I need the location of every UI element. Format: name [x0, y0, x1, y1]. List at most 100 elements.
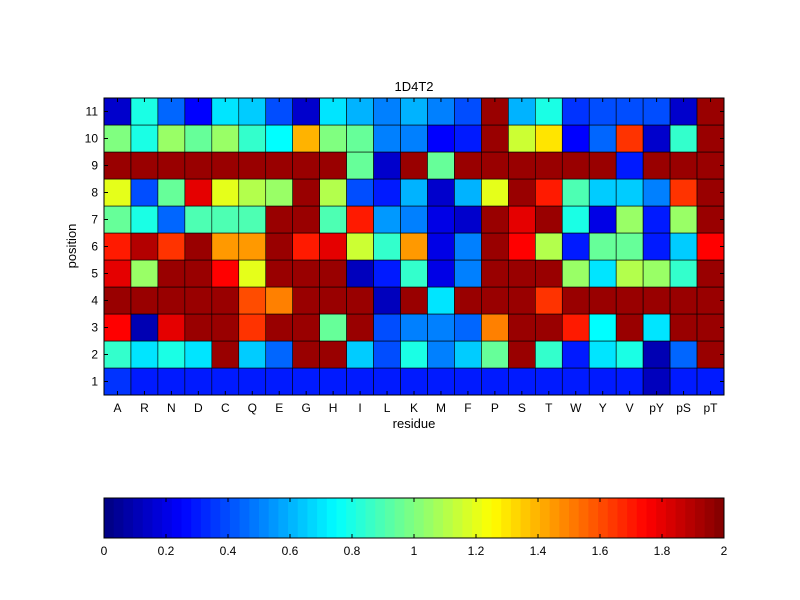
heatmap-cell — [292, 259, 320, 288]
colorbar-band — [326, 498, 337, 538]
heatmap-cell — [561, 259, 590, 288]
heatmap-cell — [184, 124, 213, 153]
colorbar-band — [113, 498, 124, 538]
heatmap-cell — [184, 313, 213, 342]
colorbar-tick-label: 0 — [101, 544, 108, 558]
colorbar-band — [346, 498, 357, 538]
heatmap-cell — [508, 205, 536, 234]
heatmap-cell — [184, 286, 213, 315]
heatmap-cell — [481, 151, 509, 180]
heatmap-cell — [669, 97, 698, 126]
heatmap-cell — [561, 124, 590, 153]
colorbar-band — [355, 498, 366, 538]
heatmap-cell — [292, 151, 320, 180]
heatmap-cell — [319, 286, 347, 315]
x-tick-label: T — [545, 401, 553, 415]
heatmap-cell — [130, 232, 159, 261]
heatmap-cell — [669, 205, 698, 234]
colorbar-band — [278, 498, 289, 538]
heatmap-cell — [238, 97, 267, 126]
heatmap-cell — [642, 286, 671, 315]
colorbar-band — [510, 498, 521, 538]
heatmap-cell — [481, 97, 509, 126]
x-tick-label: D — [194, 401, 203, 415]
heatmap-cell — [238, 124, 267, 153]
heatmap-cell — [642, 124, 671, 153]
heatmap-cell — [642, 205, 671, 234]
y-tick-label: 10 — [85, 132, 99, 146]
colorbar-band — [268, 498, 279, 538]
heatmap-cell — [481, 286, 509, 315]
colorbar: 0 0.2 0.4 0.6 0.8 1 1.2 1.4 1.6 1.8 2 — [101, 497, 728, 558]
x-tick-label: G — [302, 401, 311, 415]
heatmap-cell — [534, 205, 563, 234]
heatmap-cell — [103, 313, 132, 342]
heatmap-cell — [265, 151, 293, 180]
heatmap-cell — [669, 151, 698, 180]
heatmap-cell — [534, 259, 563, 288]
colorbar-band — [481, 498, 492, 538]
colorbar-tick-label: 1.4 — [530, 544, 547, 558]
heatmap-cell — [130, 286, 159, 315]
heatmap-cell — [103, 259, 132, 288]
colorbar-band — [104, 498, 115, 538]
colorbar-band — [704, 498, 715, 538]
heatmap-cell — [373, 259, 401, 288]
heatmap-cell — [211, 124, 240, 153]
heatmap-cell — [130, 151, 159, 180]
heatmap-cell — [534, 178, 563, 207]
colorbar-band — [220, 498, 231, 538]
heatmap-cell — [184, 97, 213, 126]
heatmap-cell — [292, 97, 320, 126]
heatmap-cell — [427, 205, 455, 234]
x-tick-label: W — [570, 401, 582, 415]
x-tick-label: R — [140, 401, 149, 415]
heatmap-cell — [211, 232, 240, 261]
x-tick-label: M — [436, 401, 446, 415]
heatmap-cell — [508, 313, 536, 342]
heatmap-cell — [157, 151, 186, 180]
colorbar-band — [317, 498, 328, 538]
heatmap-cell — [481, 313, 509, 342]
heatmap-cell — [454, 259, 482, 288]
heatmap-cell — [481, 205, 509, 234]
heatmap-cell — [588, 205, 617, 234]
heatmap-cell — [373, 286, 401, 315]
heatmap-cell — [103, 205, 132, 234]
heatmap-cell — [561, 367, 590, 396]
heatmap-cell — [534, 97, 563, 126]
heatmap-cell — [696, 178, 725, 207]
heatmap-cell — [400, 124, 428, 153]
heatmap-cell — [454, 367, 482, 396]
colorbar-band — [384, 498, 396, 538]
heatmap-cell — [157, 205, 186, 234]
y-tick-label: 4 — [91, 294, 98, 308]
y-axis-label: position — [64, 224, 79, 269]
heatmap-cell — [427, 124, 455, 153]
heatmap-cell — [561, 151, 590, 180]
heatmap-cell — [319, 151, 347, 180]
heatmap-cell — [454, 205, 482, 234]
heatmap-cell — [319, 259, 347, 288]
heatmap-cell — [615, 367, 644, 396]
heatmap-cell — [238, 367, 267, 396]
colorbar-band — [598, 498, 609, 538]
heatmap-cell — [238, 259, 267, 288]
heatmap-cell — [588, 286, 617, 315]
x-tick-label: C — [221, 401, 230, 415]
heatmap-cell — [157, 178, 186, 207]
colorbar-band — [404, 498, 415, 538]
heatmap-cell — [454, 151, 482, 180]
colorbar-band — [171, 498, 182, 538]
colorbar-band — [297, 498, 308, 538]
x-tick-label: E — [275, 401, 283, 415]
heatmap-cell — [615, 178, 644, 207]
colorbar-band — [423, 498, 434, 538]
heatmap-cell — [292, 232, 320, 261]
heatmap-cell — [346, 313, 374, 342]
heatmap-cell — [373, 97, 401, 126]
heatmap-cell — [265, 367, 293, 396]
heatmap-cell — [319, 340, 347, 369]
heatmap-cell — [561, 97, 590, 126]
colorbar-band — [200, 498, 211, 538]
